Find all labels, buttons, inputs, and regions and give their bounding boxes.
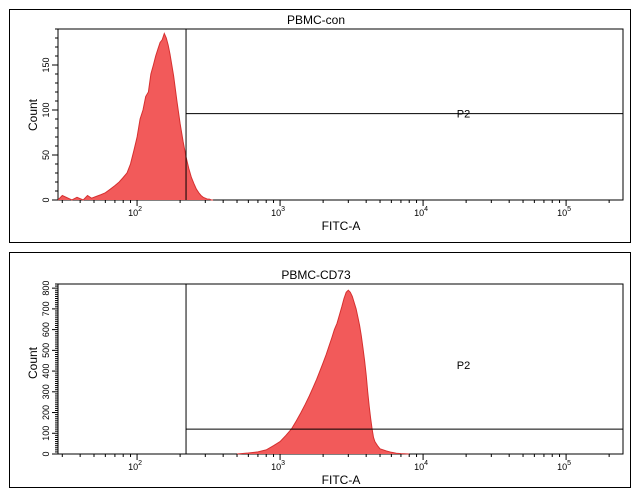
- y-tick-label: 0: [41, 451, 51, 456]
- histogram-outline-pbmc-cd73: [236, 289, 410, 455]
- histogram-pbmc-con: 102 103 104 105 0 50 100 150 P2 PBMC-con FITC-…: [26, 13, 624, 233]
- y-tick-label: 100: [41, 102, 51, 117]
- x-tick-label: 105: [557, 460, 571, 472]
- y-tick-label: 500: [41, 343, 51, 358]
- histogram-pbmc-cd73: 102 103 104 105 0 100 200 300 400 500 600 700 800 P…: [26, 268, 624, 487]
- x-axis-ticks: 102 103 104 105: [61, 454, 610, 472]
- x-tick-label: 103: [271, 460, 285, 472]
- y-tick-label: 800: [41, 281, 51, 296]
- y-axis-ticks: 0 50 100 150: [41, 28, 58, 203]
- chart-title: PBMC-con: [287, 13, 345, 27]
- y-axis-ticks: 0 100 200 300 400 500 600 700 800: [41, 281, 58, 457]
- y-tick-label: 700: [41, 301, 51, 316]
- histogram-outline-pbmc-con: [57, 32, 214, 201]
- histogram-series-pbmc-cd73: [237, 290, 410, 454]
- x-axis-label: FITC-A: [322, 473, 361, 487]
- y-tick-label: 600: [41, 322, 51, 337]
- x-tick-label: 103: [271, 206, 285, 218]
- y-tick-label: 200: [41, 405, 51, 420]
- histogram-series-pbmc-con: [58, 33, 214, 200]
- chart-title: PBMC-CD73: [281, 268, 351, 282]
- x-axis-ticks: 102 103 104 105: [61, 200, 610, 218]
- plot-frame: [57, 28, 624, 201]
- x-axis-label: FITC-A: [322, 219, 361, 233]
- x-tick-label: 105: [557, 206, 571, 218]
- y-tick-label: 300: [41, 384, 51, 399]
- x-tick-label: 102: [128, 206, 142, 218]
- gate-label: P2: [457, 360, 470, 372]
- y-tick-label: 0: [41, 197, 51, 202]
- histogram-panel-pbmc-con: 102 103 104 105 0 50 100 150 P2 PBMC-con FITC-…: [9, 9, 631, 243]
- y-tick-label: 50: [41, 150, 51, 160]
- y-axis-label: Count: [26, 346, 40, 379]
- x-tick-label: 104: [414, 460, 428, 472]
- gate-label: P2: [457, 109, 470, 121]
- x-tick-label: 102: [128, 460, 142, 472]
- histogram-panel-pbmc-cd73: 102 103 104 105 0 100 200 300 400 500 600 700 800 P…: [9, 252, 631, 488]
- y-tick-label: 400: [41, 364, 51, 379]
- x-tick-label: 104: [414, 206, 428, 218]
- y-tick-label: 150: [41, 57, 51, 72]
- y-tick-label: 100: [41, 426, 51, 441]
- y-axis-label: Count: [26, 98, 40, 131]
